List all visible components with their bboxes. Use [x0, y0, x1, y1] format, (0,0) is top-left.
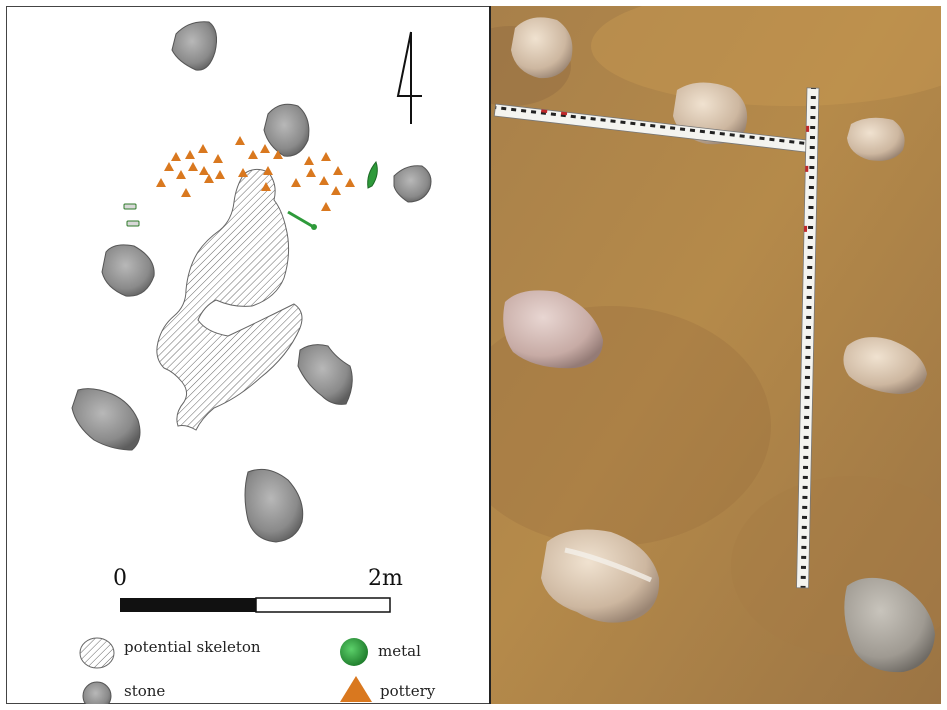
pottery-sherd — [238, 168, 248, 177]
pottery-sherd — [215, 170, 225, 179]
metal-object — [287, 210, 313, 228]
measuring-rod-vertical — [796, 87, 820, 589]
photo-stone — [503, 290, 603, 369]
stone — [244, 468, 304, 543]
pottery-sherd — [176, 170, 186, 179]
photo-drawing — [491, 6, 941, 704]
stone — [71, 388, 141, 451]
pottery-sherd — [263, 166, 273, 175]
metal-object — [367, 160, 378, 189]
pottery-sherd — [188, 162, 198, 171]
pottery-sherd — [306, 168, 316, 177]
pottery-sherds — [156, 136, 355, 211]
scale-start-label: 0 — [113, 566, 127, 591]
pottery-sherd — [171, 152, 181, 161]
pottery-sherd — [164, 162, 174, 171]
excavation-plan: 0 2m potential skeleton stone metal pott… — [6, 6, 490, 710]
pottery-sherd — [261, 182, 271, 191]
legend-skeleton-icon — [79, 637, 115, 669]
pottery-sherd — [291, 178, 301, 187]
stone — [171, 21, 217, 71]
north-arrow-icon — [396, 31, 422, 124]
pottery-sherd — [331, 186, 341, 195]
pottery-sherd — [345, 178, 355, 187]
pottery-sherd — [321, 152, 331, 161]
legend-pottery-icon — [340, 676, 372, 702]
legend-pottery-label: pottery — [380, 682, 436, 700]
scale-end-label: 2m — [368, 566, 403, 591]
legend-stone-icon — [82, 681, 112, 710]
legend-metal-label: metal — [378, 642, 421, 660]
stone — [393, 165, 432, 203]
pottery-sherd — [333, 166, 343, 175]
photo-stone — [843, 337, 927, 394]
photo-stone — [847, 117, 905, 161]
pottery-sherd — [235, 136, 245, 145]
pottery-sherd — [198, 144, 208, 153]
plan-drawing — [71, 21, 432, 710]
legend-stone-label: stone — [124, 682, 166, 700]
metal-object — [126, 220, 140, 227]
pottery-sherd — [156, 178, 166, 187]
stone — [263, 103, 310, 157]
excavation-photo — [491, 6, 941, 704]
pottery-sherd — [260, 144, 270, 153]
pottery-sherd — [248, 150, 258, 159]
potential-skeleton — [156, 168, 303, 431]
pottery-sherd — [213, 154, 223, 163]
legend-metal-icon — [340, 638, 368, 666]
metal-object — [123, 203, 137, 210]
stone — [297, 344, 353, 405]
pottery-sherd — [204, 174, 214, 183]
pottery-sherd — [185, 150, 195, 159]
pottery-sherd — [181, 188, 191, 197]
pottery-sherd — [319, 176, 329, 185]
panel-divider — [489, 6, 491, 704]
pottery-sherd — [304, 156, 314, 165]
stones — [71, 21, 432, 543]
pottery-sherd — [199, 166, 209, 175]
photo-stone — [511, 17, 573, 79]
pottery-sherd — [321, 202, 331, 211]
metal-finds — [123, 160, 378, 230]
legend-skeleton-label: potential skeleton — [124, 638, 261, 656]
photo-stone — [844, 577, 935, 673]
stone — [101, 244, 155, 297]
metal-object — [311, 224, 317, 230]
pottery-sherd — [273, 150, 283, 159]
scale-bar — [120, 597, 391, 613]
